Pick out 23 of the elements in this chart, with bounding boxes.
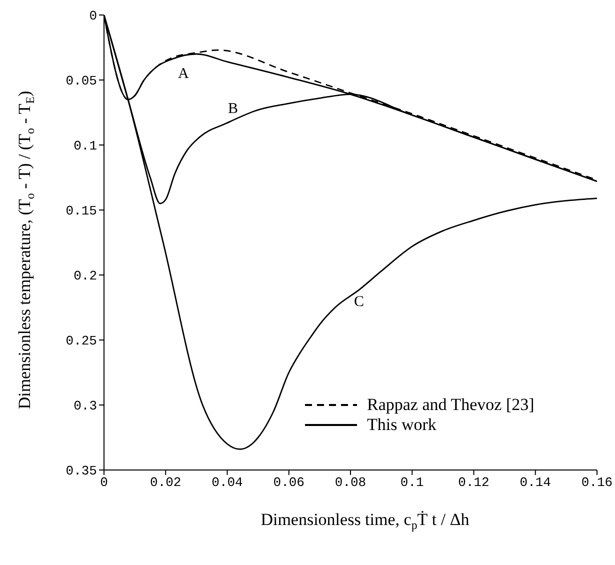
legend-label: This work	[367, 415, 436, 435]
annotation: A	[178, 66, 189, 82]
y-tick-label: 0.25	[66, 334, 97, 349]
x-tick-label: 0.08	[334, 475, 366, 490]
x-tick-label: 0.12	[458, 475, 490, 490]
x-tick-label: 0.1	[400, 475, 424, 490]
annotation: B	[228, 101, 238, 117]
x-axis-title: Dimensionless time, c$_{p}$Ṫ t / Δh	[260, 510, 470, 532]
x-tick-label: 0.16	[581, 475, 613, 490]
x-tick-label: 0.06	[273, 475, 304, 490]
y-tick-label: 0.2	[74, 268, 97, 284]
y-tick-label: 0.05	[66, 74, 97, 89]
annotation: C	[354, 294, 364, 310]
y-tick-label: 0.1	[74, 138, 98, 154]
y-tick-label: 0	[89, 8, 97, 24]
y-tick-label: 0.35	[66, 464, 97, 479]
x-tick-label: 0.14	[520, 475, 552, 490]
y-tick-label: 0.15	[66, 204, 97, 219]
x-tick-label: 0	[100, 475, 108, 490]
y-tick-label: 0.3	[74, 398, 97, 414]
x-tick-label: 0.04	[212, 475, 244, 490]
x-tick-label: 0.02	[150, 475, 182, 490]
legend-label: Rappaz and Thevoz [23]	[367, 395, 534, 415]
